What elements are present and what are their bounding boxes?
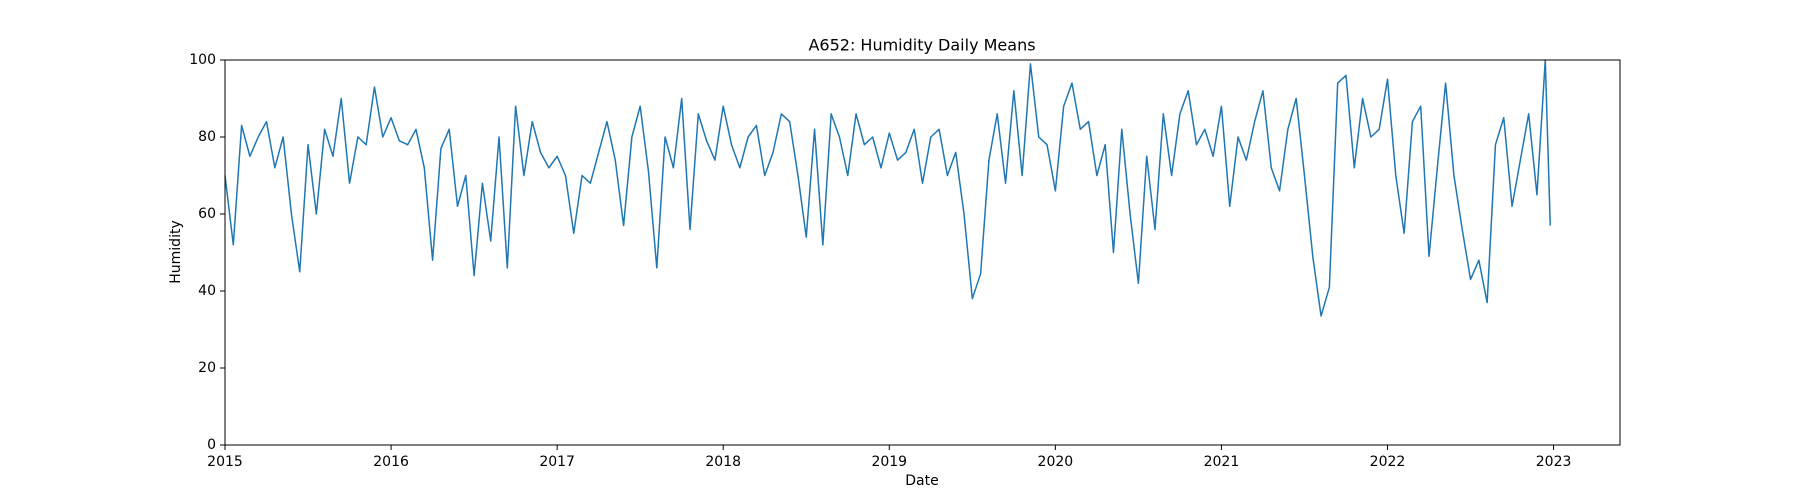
y-tick-label: 80 (198, 129, 216, 145)
x-tick-label: 2016 (373, 454, 409, 470)
y-tick-label: 40 (198, 283, 216, 299)
x-axis-label: Date (905, 473, 938, 489)
x-tick-label: 2017 (539, 454, 575, 470)
x-tick-label: 2020 (1038, 454, 1074, 470)
x-tick-label: 2023 (1536, 454, 1572, 470)
data-line (224, 59, 1551, 317)
x-tick-label: 2022 (1370, 454, 1406, 470)
y-tick-label: 0 (207, 437, 216, 453)
x-tick-label: 2021 (1204, 454, 1240, 470)
plot-frame (224, 59, 1621, 446)
chart-title: A652: Humidity Daily Means (808, 36, 1035, 55)
y-axis-label: Humidity (168, 220, 184, 283)
y-tick-label: 100 (189, 52, 216, 68)
x-tick-label: 2015 (207, 454, 243, 470)
x-tick-label: 2018 (705, 454, 741, 470)
y-tick-label: 20 (198, 360, 216, 376)
x-tick-label: 2019 (871, 454, 907, 470)
y-tick-label: 60 (198, 206, 216, 222)
